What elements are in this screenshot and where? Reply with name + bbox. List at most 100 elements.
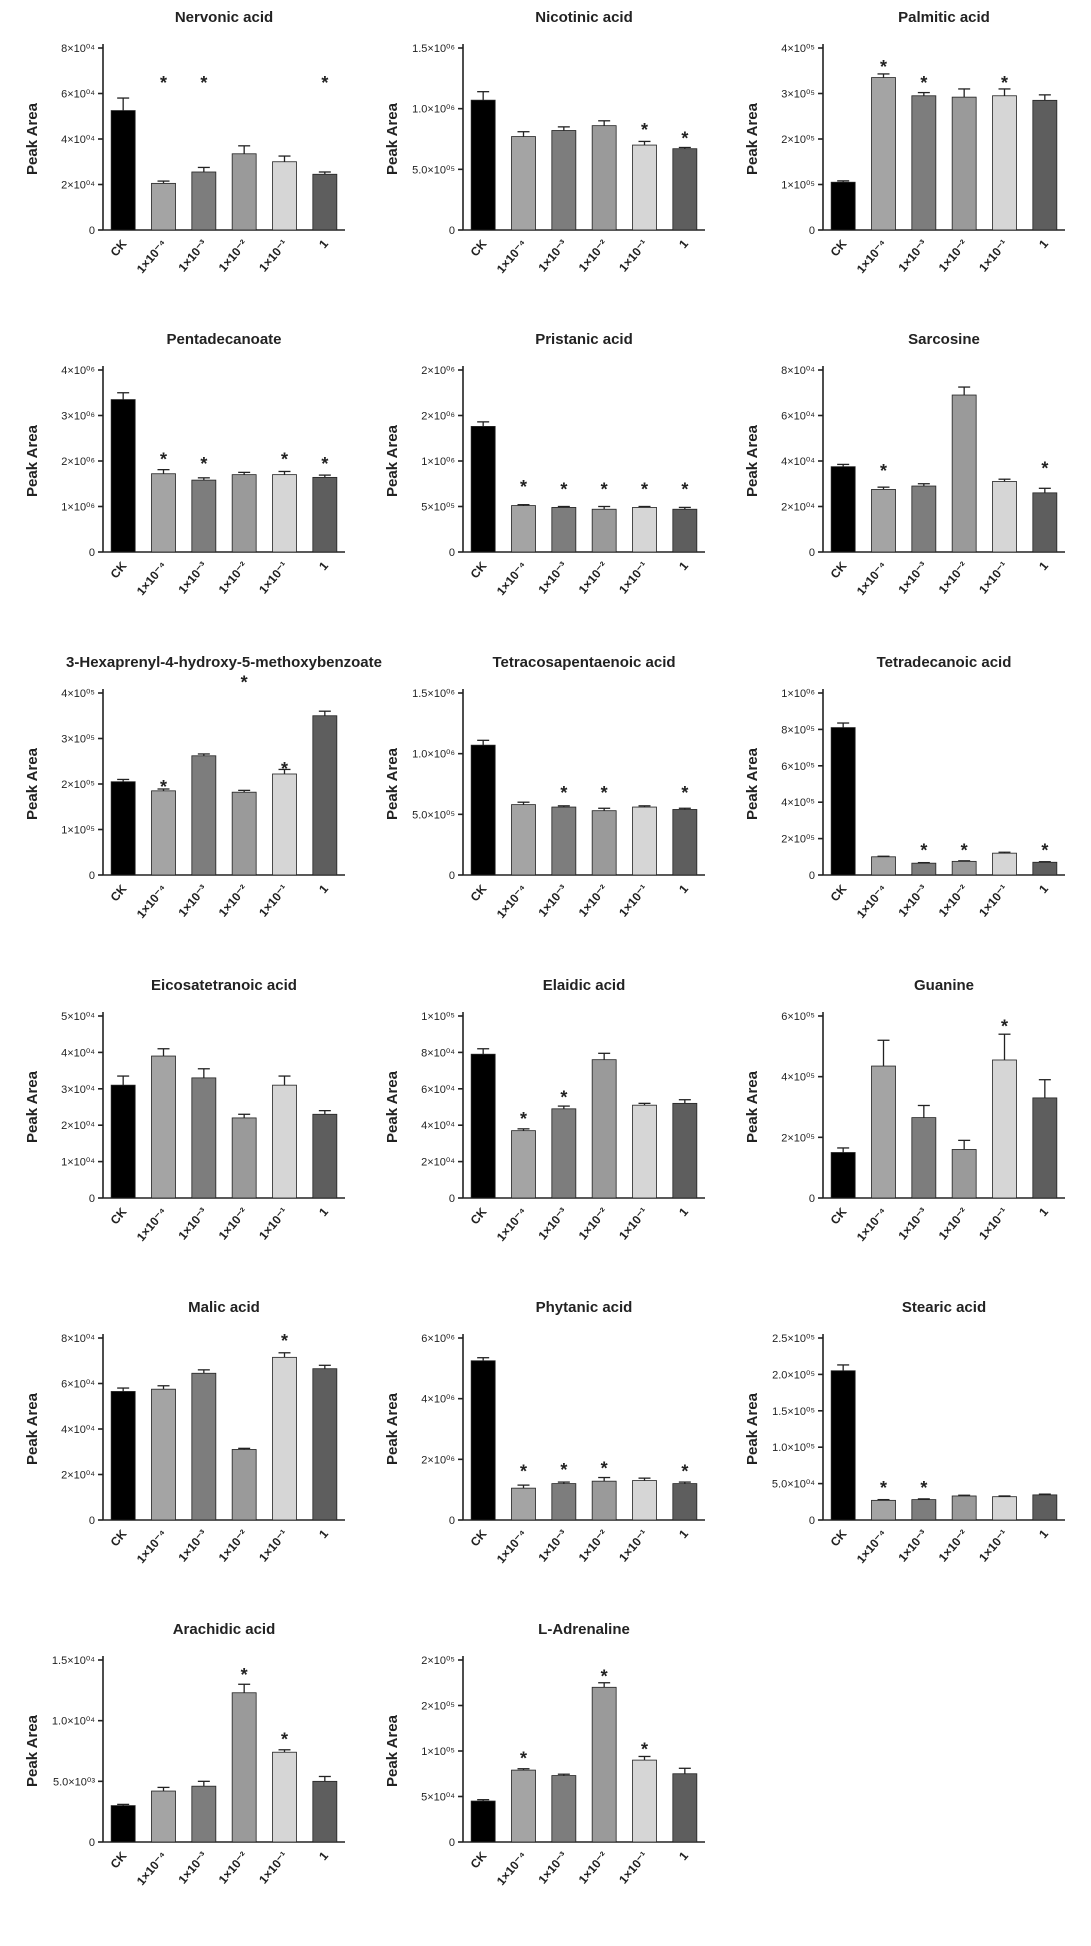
y-axis-label: Peak Area bbox=[744, 747, 761, 820]
bar bbox=[911, 95, 937, 231]
y-tick-label: 8×10⁰⁴ bbox=[421, 1047, 455, 1059]
y-tick-label: 5×10⁰⁴ bbox=[61, 1011, 95, 1023]
y-tick-label: 2×10⁰⁵ bbox=[781, 1132, 815, 1144]
significance-star: * bbox=[281, 1331, 288, 1351]
bar bbox=[1032, 861, 1058, 876]
y-tick-label: 0 bbox=[89, 1193, 95, 1205]
bar bbox=[632, 1759, 657, 1843]
x-tick-label: 1 bbox=[316, 1205, 331, 1219]
significance-star: * bbox=[880, 1478, 887, 1498]
y-axis-label: Peak Area bbox=[24, 1392, 41, 1465]
significance-star: * bbox=[560, 783, 567, 803]
significance-star: * bbox=[961, 841, 968, 861]
y-tick-label: 0 bbox=[89, 547, 95, 559]
significance-star: * bbox=[920, 73, 927, 93]
bar bbox=[672, 1773, 698, 1843]
y-tick-label: 8×10⁰⁴ bbox=[61, 1333, 95, 1345]
y-tick-label: 0 bbox=[449, 1837, 455, 1849]
chart-title: Sarcosine bbox=[908, 331, 980, 348]
bar bbox=[312, 1368, 338, 1521]
y-tick-label: 0 bbox=[809, 1193, 815, 1205]
x-tick-label: CK bbox=[828, 1527, 850, 1550]
y-tick-label: 6×10⁰⁴ bbox=[781, 411, 815, 423]
y-tick-label: 6×10⁰⁴ bbox=[61, 1379, 95, 1391]
x-tick-label: 1×10⁻³ bbox=[535, 882, 570, 920]
bar bbox=[830, 1152, 856, 1199]
x-tick-label: 1×10⁻³ bbox=[175, 559, 210, 597]
bar bbox=[551, 806, 577, 876]
y-tick-label: 1×10⁰⁵ bbox=[61, 825, 95, 837]
bar bbox=[470, 744, 496, 876]
bar bbox=[231, 153, 257, 231]
bar bbox=[151, 1388, 176, 1521]
x-tick-label: 1×10⁻⁴ bbox=[854, 559, 890, 598]
chart-title: Palmitic acid bbox=[898, 9, 990, 26]
y-tick-label: 1×10⁰⁶ bbox=[421, 456, 455, 468]
chart-svg: Pristanic acid Peak Area 0 5×10⁰⁵ 1×10⁰⁶ 2×10… bbox=[384, 331, 705, 598]
x-tick-label: 1×10⁻⁴ bbox=[134, 1205, 170, 1244]
x-tick-label: 1×10⁻³ bbox=[535, 237, 570, 275]
x-tick-label: 1×10⁻¹ bbox=[616, 1849, 651, 1887]
chart-panel: Palmitic acid Peak Area 0 1×10⁰⁵ 2×10⁰⁵ 3×10⁰… bbox=[735, 0, 1085, 320]
x-tick-label: 1×10⁻³ bbox=[895, 237, 930, 275]
significance-star: * bbox=[321, 454, 328, 474]
y-tick-label: 3×10⁰⁵ bbox=[61, 734, 95, 746]
x-tick-label: CK bbox=[108, 1849, 130, 1872]
x-tick-label: 1 bbox=[316, 1527, 331, 1541]
y-tick-label: 6×10⁰⁵ bbox=[781, 1011, 815, 1023]
y-tick-label: 2×10⁰⁶ bbox=[421, 365, 455, 377]
chart-panel: Nervonic acid Peak Area 0 2×10⁰⁴ 4×10⁰⁴ 6×10⁰… bbox=[15, 0, 365, 320]
bar bbox=[672, 1102, 698, 1199]
chart-panel: Tetracosapentaenoic acid Peak Area 0 5.0×10… bbox=[375, 645, 725, 965]
x-tick-label: CK bbox=[828, 882, 850, 905]
x-tick-label: CK bbox=[108, 559, 130, 582]
y-axis-label: Peak Area bbox=[24, 1070, 41, 1143]
y-tick-label: 8×10⁰⁵ bbox=[781, 724, 815, 736]
x-tick-label: 1×10⁻³ bbox=[175, 1527, 210, 1565]
chart-title: Tetradecanoic acid bbox=[877, 654, 1012, 671]
bar bbox=[272, 1084, 297, 1199]
significance-star: * bbox=[560, 1087, 567, 1107]
x-tick-label: 1×10⁻⁴ bbox=[854, 1205, 890, 1244]
bar bbox=[591, 508, 617, 553]
chart-panel: Pentadecanoate Peak Area 0 1×10⁰⁶ 2×10⁰⁶ 3×10… bbox=[15, 322, 365, 642]
x-tick-label: 1×10⁻² bbox=[216, 882, 251, 920]
x-tick-label: 1×10⁻¹ bbox=[616, 1527, 651, 1565]
x-tick-label: 1×10⁻¹ bbox=[256, 1527, 291, 1565]
y-tick-label: 1.0×10⁰⁴ bbox=[52, 1716, 95, 1728]
x-tick-label: 1×10⁻¹ bbox=[976, 237, 1011, 275]
significance-star: * bbox=[160, 73, 167, 93]
bar bbox=[272, 161, 297, 231]
bar bbox=[511, 1130, 536, 1199]
x-tick-label: CK bbox=[108, 237, 130, 260]
y-tick-label: 0 bbox=[449, 225, 455, 237]
chart-title: Pentadecanoate bbox=[166, 331, 281, 348]
x-tick-label: 1×10⁻¹ bbox=[976, 1205, 1011, 1243]
bar bbox=[911, 862, 937, 876]
y-tick-label: 4×10⁰⁴ bbox=[61, 1424, 95, 1436]
x-tick-label: 1×10⁻¹ bbox=[256, 559, 291, 597]
chart-title: Stearic acid bbox=[902, 1299, 986, 1316]
y-tick-label: 1.5×10⁰⁶ bbox=[412, 43, 455, 55]
x-tick-label: 1 bbox=[316, 882, 331, 896]
chart-panel: Stearic acid Peak Area 0 5.0×10⁰⁴ 1.0×10⁰⁵ 1.… bbox=[735, 1290, 1085, 1610]
y-tick-label: 0 bbox=[449, 547, 455, 559]
bar bbox=[591, 1480, 617, 1521]
bar bbox=[511, 505, 536, 553]
x-tick-label: CK bbox=[828, 1205, 850, 1228]
chart-panel: Elaidic acid Peak Area 0 2×10⁰⁴ 4×10⁰⁴ 6×10⁰⁴… bbox=[375, 968, 725, 1288]
x-tick-label: 1×10⁻³ bbox=[895, 559, 930, 597]
significance-star: * bbox=[520, 1461, 527, 1481]
bar bbox=[951, 394, 977, 553]
bar bbox=[591, 1059, 617, 1199]
bar bbox=[151, 1790, 176, 1843]
bar bbox=[871, 856, 896, 876]
chart-title: Arachidic acid bbox=[173, 1621, 276, 1638]
x-tick-label: 1×10⁻² bbox=[576, 882, 611, 920]
x-tick-label: 1×10⁻⁴ bbox=[494, 237, 530, 276]
x-tick-label: 1×10⁻³ bbox=[175, 882, 210, 920]
bar bbox=[312, 715, 338, 876]
x-tick-label: CK bbox=[108, 1527, 130, 1550]
bar bbox=[992, 1496, 1017, 1521]
x-tick-label: 1×10⁻¹ bbox=[256, 882, 291, 920]
